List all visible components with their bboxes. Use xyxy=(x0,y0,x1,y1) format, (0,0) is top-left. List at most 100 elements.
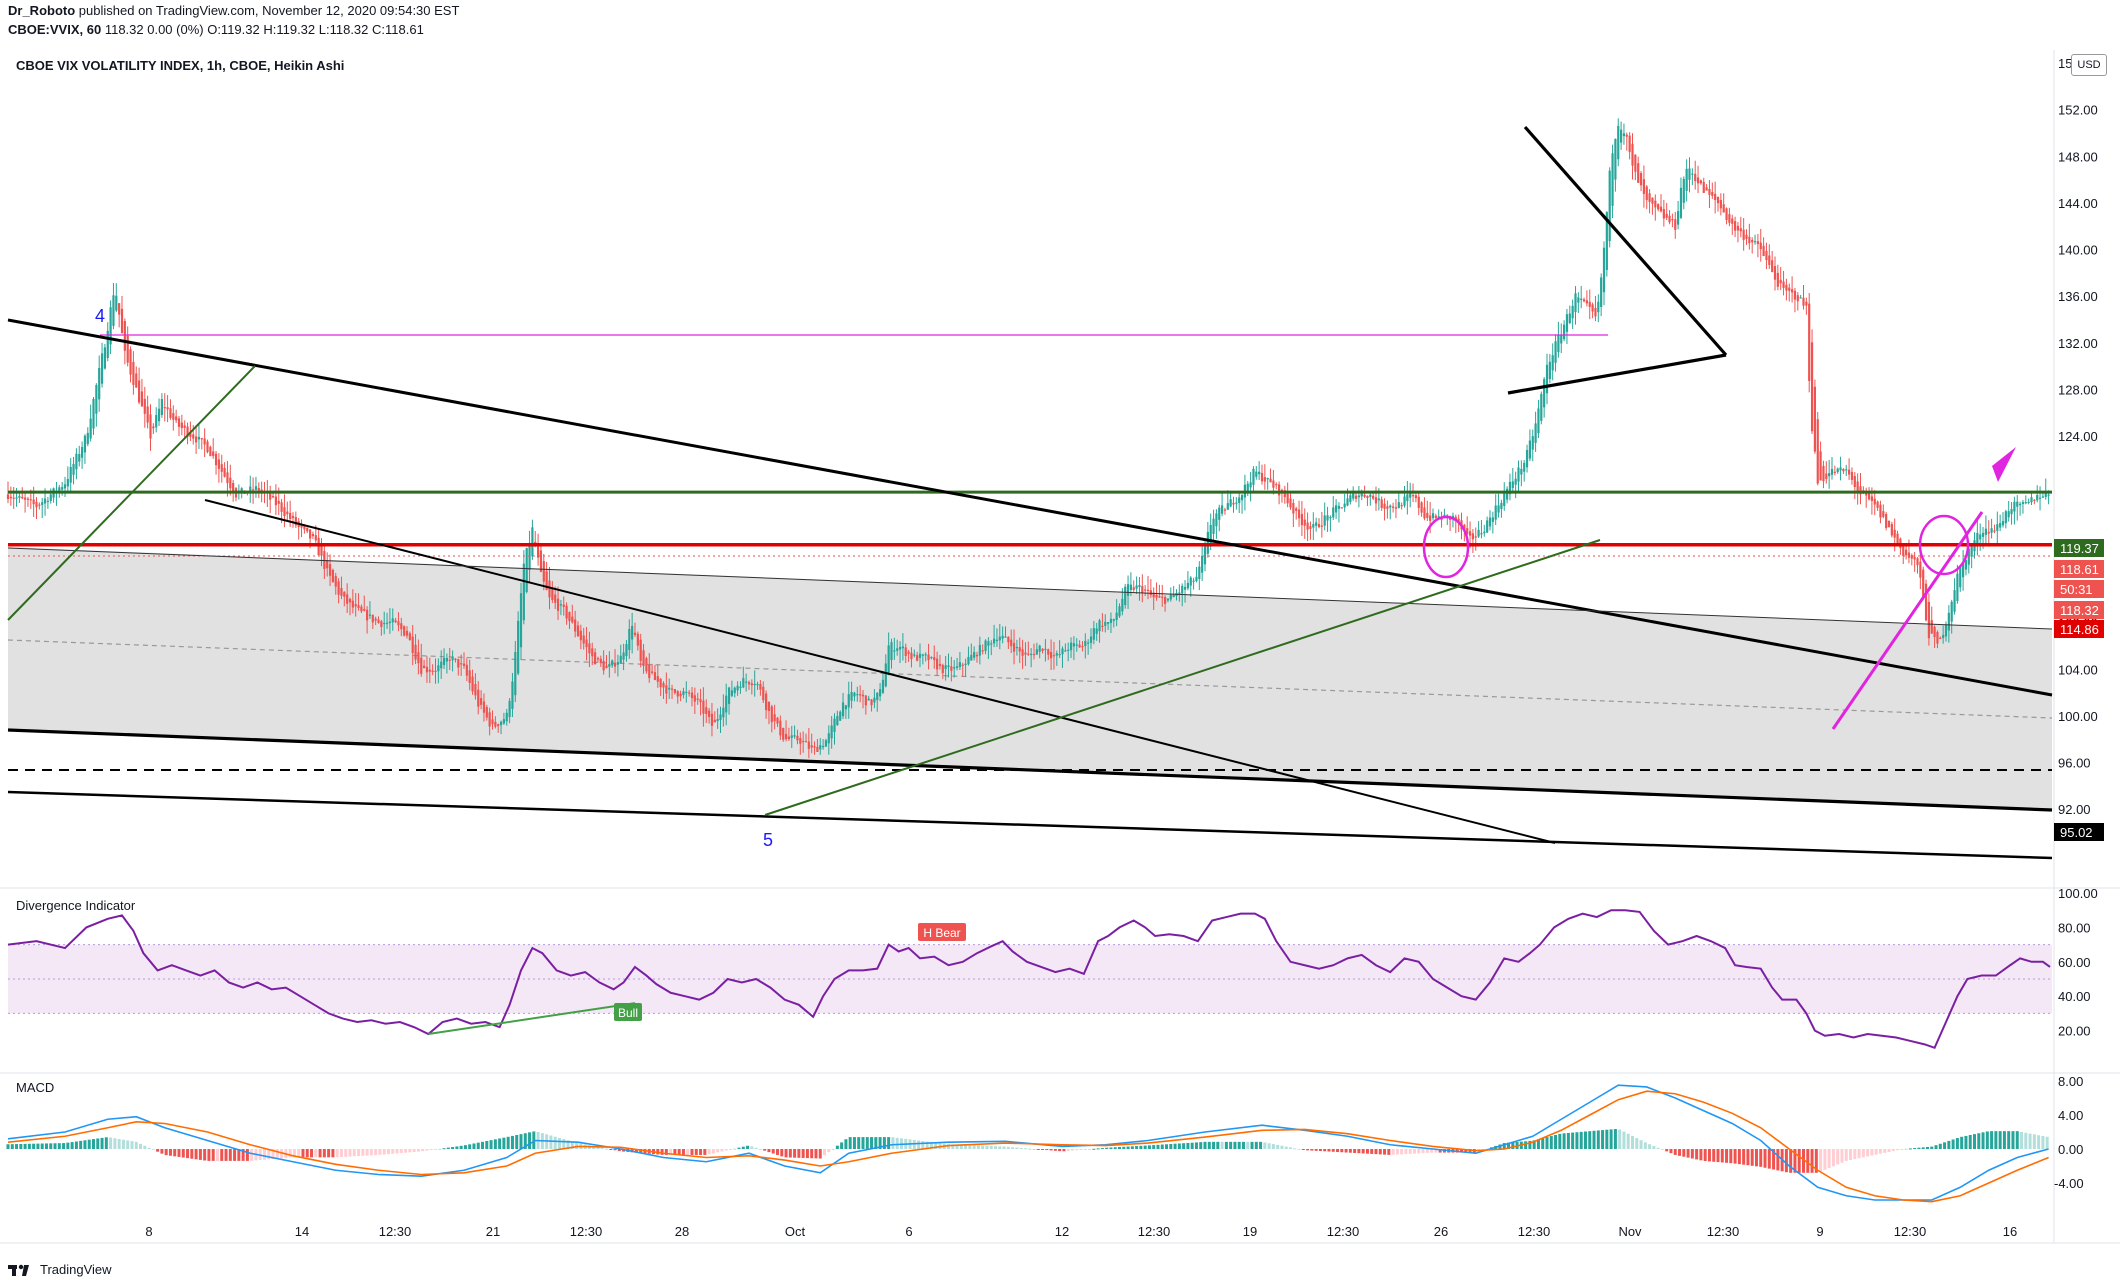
currency-button[interactable]: USD xyxy=(2071,54,2107,76)
candle-body xyxy=(679,693,682,697)
histogram-bar xyxy=(562,1139,566,1149)
candle-body xyxy=(1420,502,1423,513)
candle-body xyxy=(1782,281,1785,288)
histogram-bar xyxy=(27,1143,31,1149)
candle-body xyxy=(494,721,497,727)
candle-body xyxy=(1238,497,1241,504)
candle-body xyxy=(975,654,979,657)
histogram-bar xyxy=(1797,1149,1801,1173)
histogram-bar xyxy=(126,1140,130,1149)
magenta-arrow-icon xyxy=(1992,447,2016,482)
candle-body xyxy=(633,632,637,635)
histogram-bar xyxy=(767,1149,771,1153)
candle-body xyxy=(1853,476,1856,488)
histogram-bar xyxy=(1583,1131,1587,1149)
time-tick-label: 8 xyxy=(145,1224,152,1239)
histogram-bar xyxy=(2041,1136,2045,1149)
histogram-bar xyxy=(1353,1149,1357,1153)
candle-body xyxy=(1688,168,1691,180)
candle-body xyxy=(562,604,565,607)
footer-brand[interactable]: TradingView xyxy=(8,1262,112,1277)
footer-brand-label: TradingView xyxy=(40,1262,112,1277)
histogram-bar xyxy=(288,1149,292,1158)
candle-body xyxy=(787,736,790,740)
histogram-bar xyxy=(1806,1149,1810,1173)
time-tick-label: 14 xyxy=(295,1224,309,1239)
candle-body xyxy=(1309,526,1312,529)
histogram-bar xyxy=(857,1137,861,1149)
candle-body xyxy=(1999,523,2002,528)
histogram-bar xyxy=(421,1149,425,1152)
histogram-bar xyxy=(694,1149,698,1155)
tradingview-logo-icon xyxy=(8,1264,29,1276)
candle-body xyxy=(790,735,793,738)
candle-body xyxy=(1736,225,1740,231)
candle-body xyxy=(876,692,879,701)
candle-body xyxy=(2033,499,2036,501)
candle-body xyxy=(388,621,391,624)
candle-body xyxy=(1212,518,1215,534)
histogram-bar xyxy=(968,1145,972,1149)
candle-body xyxy=(1842,468,1845,472)
candle-body xyxy=(1970,546,1973,557)
candle-body xyxy=(1699,180,1702,184)
candle-body xyxy=(1793,290,1797,300)
histogram-bar xyxy=(19,1143,23,1149)
histogram-bar xyxy=(1400,1149,1404,1155)
symbol-label[interactable]: CBOE:VVIX, 60 xyxy=(8,22,102,37)
histogram-bar xyxy=(1387,1149,1391,1155)
histogram-bar xyxy=(429,1149,433,1150)
candle-body xyxy=(454,658,457,660)
histogram-bar xyxy=(1938,1143,1942,1149)
candle-body xyxy=(346,594,349,604)
histogram-bar xyxy=(1062,1149,1066,1152)
candle-body xyxy=(1061,648,1064,655)
candle-body xyxy=(1429,515,1432,521)
candle-body xyxy=(229,477,232,489)
candle-body xyxy=(1032,653,1036,656)
histogram-bar xyxy=(1395,1149,1399,1155)
histogram-bar xyxy=(1960,1136,1964,1149)
candle-body xyxy=(448,659,451,661)
candle-body xyxy=(1734,221,1737,231)
candle-body xyxy=(106,330,109,358)
histogram-bar xyxy=(1558,1133,1562,1149)
author-name[interactable]: Dr_Roboto xyxy=(8,3,76,18)
candle-body xyxy=(676,691,679,697)
histogram-bar xyxy=(681,1149,685,1155)
candle-body xyxy=(1580,298,1583,301)
macd-tick-label: -4.00 xyxy=(2054,1176,2084,1191)
candle-body xyxy=(670,688,674,690)
candle-body xyxy=(574,619,577,632)
candle-body xyxy=(175,416,178,421)
candle-body xyxy=(890,642,893,661)
candle-body xyxy=(15,497,18,499)
candle-body xyxy=(1397,502,1400,509)
candle-body xyxy=(1104,621,1107,626)
price-label-badge xyxy=(2054,620,2104,638)
histogram-bar xyxy=(1968,1135,1972,1149)
histogram-bar xyxy=(156,1149,160,1152)
histogram-bar xyxy=(728,1149,732,1150)
time-tick-label: 12 xyxy=(1055,1224,1069,1239)
candle-body xyxy=(901,646,904,649)
candle-body xyxy=(1893,529,1896,538)
histogram-bar xyxy=(352,1149,356,1157)
candle-body xyxy=(822,745,825,748)
candle-body xyxy=(474,683,477,696)
histogram-bar xyxy=(1998,1131,2002,1149)
histogram-bar xyxy=(1019,1147,1023,1149)
histogram-bar xyxy=(104,1137,108,1149)
histogram-bar xyxy=(1207,1141,1211,1149)
histogram-bar xyxy=(788,1149,792,1158)
candle-body xyxy=(78,453,81,462)
candle-body xyxy=(1964,559,1968,570)
histogram-bar xyxy=(1613,1129,1617,1149)
candle-body xyxy=(690,692,694,699)
candle-body xyxy=(1714,193,1717,200)
histogram-bar xyxy=(835,1145,839,1149)
candle-body xyxy=(223,467,226,477)
histogram-bar xyxy=(1058,1149,1062,1152)
histogram-bar xyxy=(1336,1149,1340,1153)
